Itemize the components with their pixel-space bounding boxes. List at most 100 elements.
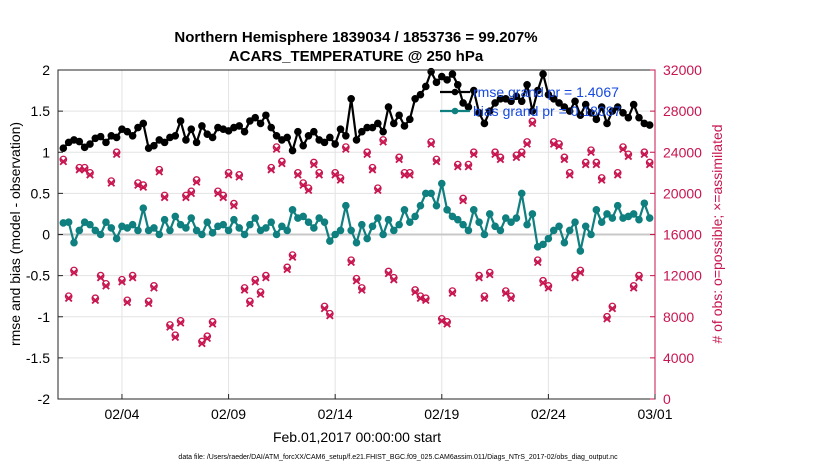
bias-point	[427, 189, 435, 198]
assimilated-obs-marker	[166, 323, 174, 331]
bias-point	[240, 230, 249, 239]
rmse-point	[395, 111, 403, 120]
bias-point	[187, 214, 196, 222]
bias-point	[336, 226, 345, 235]
rmse-point	[528, 107, 537, 115]
bias-point	[134, 226, 142, 235]
assimilated-obs-marker	[128, 273, 137, 282]
rmse-point	[198, 122, 206, 130]
y-right-tick-label: 20000	[663, 185, 702, 201]
assimilated-obs-marker	[629, 284, 638, 292]
y-tick-label: 1.5	[31, 103, 51, 119]
assimilated-obs-marker	[373, 186, 382, 195]
assimilated-obs-marker	[224, 171, 233, 179]
legend: rmse grand pr = 1.4067 bias grand pr = 0.…	[440, 84, 621, 119]
bias-point	[437, 179, 446, 188]
assimilated-obs-marker	[272, 145, 281, 154]
rmse-point	[432, 78, 441, 87]
bias-point	[416, 201, 425, 210]
rmse-point	[512, 92, 521, 101]
rmse-point	[453, 81, 462, 89]
bias-point	[75, 226, 84, 235]
rmse-point	[565, 107, 574, 115]
bias-point	[128, 220, 137, 229]
y-tick-label: -1.5	[26, 350, 50, 366]
bias-point	[358, 220, 366, 229]
assimilated-obs-marker	[576, 268, 585, 277]
assimilated-obs-marker	[294, 171, 302, 179]
rmse-point	[581, 100, 590, 109]
y-tick-label: -0.5	[26, 268, 50, 284]
assimilated-obs-marker	[235, 173, 244, 181]
bias-point	[608, 214, 617, 222]
bias-point	[171, 212, 180, 221]
bias-point	[374, 214, 382, 222]
rmse-point	[86, 140, 94, 148]
assimilated-obs-marker	[507, 294, 515, 303]
x-tick-label: 02/19	[424, 406, 459, 422]
rmse-point	[592, 115, 601, 124]
rmse-point	[597, 103, 606, 111]
rmse-legend-marker	[451, 88, 459, 96]
rmse-point	[517, 97, 526, 106]
bias-point	[331, 230, 339, 239]
assimilated-obs-marker	[533, 258, 542, 267]
rmse-point	[150, 141, 158, 150]
assimilated-obs-marker	[560, 155, 569, 164]
bias-point	[176, 220, 185, 229]
rmse-point	[182, 136, 190, 144]
bias-point	[448, 212, 457, 221]
assimilated-obs-marker	[155, 167, 164, 176]
assimilated-obs-marker	[96, 273, 105, 282]
chart-title: Northern Hemisphere 1839034 / 1853736 = …	[174, 29, 537, 46]
bias-legend-label: bias grand pr = 0.18087	[473, 103, 621, 119]
bias-point	[635, 215, 643, 224]
rmse-point	[384, 103, 393, 111]
bias-point	[480, 230, 489, 239]
rmse-point	[112, 133, 121, 142]
data-file-footnote: data file: /Users/raeder/DAI/ATM_forcXX/…	[178, 454, 618, 461]
bias-point	[629, 210, 638, 218]
bias-point	[512, 214, 521, 222]
assimilated-obs-marker	[480, 294, 489, 303]
assimilated-obs-marker	[379, 138, 387, 146]
rmse-point	[368, 123, 377, 132]
assimilated-obs-marker	[448, 289, 457, 297]
rmse-point	[448, 70, 457, 78]
rmse-point	[134, 123, 142, 132]
bias-point	[91, 226, 100, 235]
rmse-point	[352, 136, 361, 144]
bias-point	[272, 230, 281, 239]
y-right-tick-label: 0	[663, 391, 671, 407]
bias-point	[192, 226, 201, 235]
assimilated-obs-marker	[64, 294, 73, 303]
rmse-point	[331, 140, 339, 148]
bias-point	[528, 210, 537, 218]
assimilated-obs-marker	[342, 145, 350, 154]
bias-point	[315, 214, 323, 222]
bias-point	[406, 218, 414, 226]
bias-point	[352, 238, 361, 247]
rmse-point	[619, 108, 627, 117]
bias-point	[123, 224, 132, 232]
bias-point	[283, 226, 292, 235]
assimilated-obs-marker	[624, 152, 633, 161]
bias-point	[597, 218, 606, 226]
rmse-point	[283, 133, 292, 142]
bias-point	[299, 212, 307, 221]
bias-point	[432, 201, 441, 210]
axis-ticks: -2 -1.5 -1 -0.5 0 0.5 1 1.5 2 0 4000 8000 12000 16000…	[26, 62, 702, 422]
rmse-point	[427, 67, 435, 76]
rmse-point	[544, 90, 553, 99]
bias-point	[326, 237, 334, 245]
y-right-tick-label: 16000	[663, 227, 702, 243]
rmse-point	[326, 133, 334, 142]
assimilated-obs-marker	[389, 275, 398, 284]
bias-point	[203, 218, 212, 226]
bias-point	[645, 214, 654, 222]
rmse-legend-label: rmse grand pr = 1.4067	[473, 84, 619, 100]
rmse-point	[251, 113, 260, 122]
assimilated-obs-marker	[107, 179, 116, 187]
assimilated-obs-marker	[59, 157, 68, 166]
rmse-point	[645, 121, 654, 129]
